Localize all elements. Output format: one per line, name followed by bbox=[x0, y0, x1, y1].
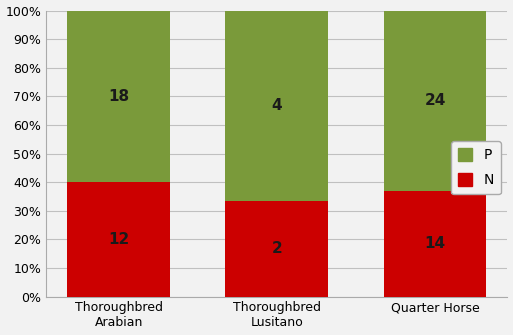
Text: 4: 4 bbox=[271, 98, 282, 114]
Bar bbox=[225, 11, 328, 201]
Text: 24: 24 bbox=[424, 93, 446, 109]
Bar bbox=[384, 191, 486, 296]
Legend: P, N: P, N bbox=[451, 141, 501, 194]
Bar bbox=[67, 182, 170, 296]
Bar bbox=[225, 201, 328, 296]
Text: 18: 18 bbox=[108, 89, 129, 104]
Bar bbox=[384, 11, 486, 191]
Text: 2: 2 bbox=[271, 242, 282, 256]
Text: 12: 12 bbox=[108, 232, 129, 247]
Text: 14: 14 bbox=[424, 237, 446, 251]
Bar bbox=[67, 11, 170, 182]
